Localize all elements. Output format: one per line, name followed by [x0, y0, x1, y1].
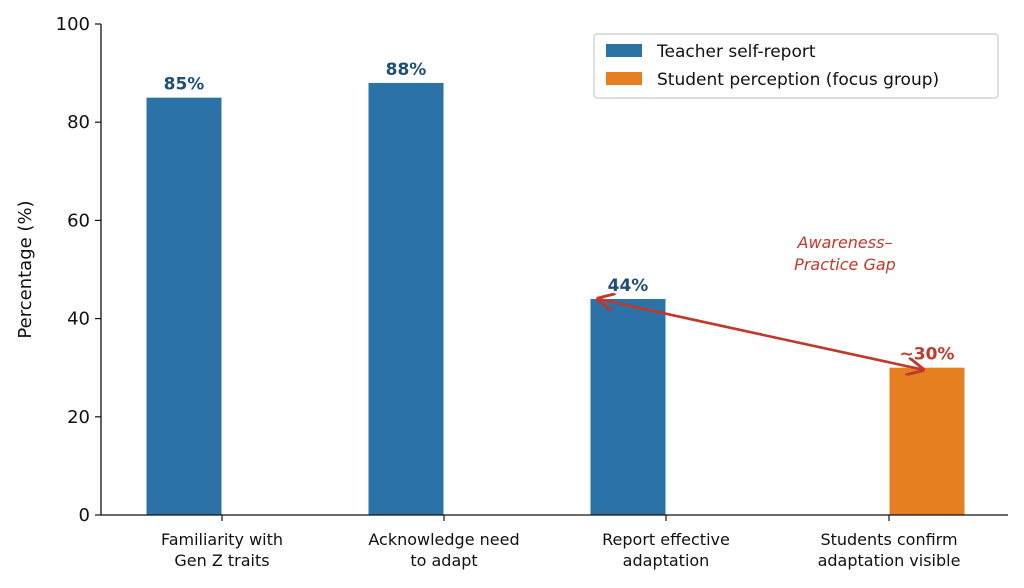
legend-box	[593, 33, 999, 99]
y-tick-label: 0	[79, 505, 90, 526]
x-tick-label: Acknowledge need to adapt	[368, 530, 519, 570]
gap-annotation-label: Awareness– Practice Gap	[794, 233, 896, 274]
bar-teacher-2	[590, 298, 666, 515]
x-tick-label: Students confirm adaptation visible	[818, 530, 961, 570]
labels-layer: 85% 88% 44% ~30%	[164, 60, 955, 365]
x-tick-label: Familiarity with Gen Z traits	[161, 530, 283, 570]
legend-swatch-student	[606, 72, 642, 85]
legend-label-teacher: Teacher self-report	[656, 42, 816, 62]
gap-arrow	[598, 299, 923, 370]
bar-teacher-0	[146, 97, 222, 516]
data-label-teacher-1: 88%	[386, 60, 427, 80]
bars-layer	[146, 82, 965, 516]
bar-teacher-1	[368, 82, 444, 516]
axes-layer: 0 20 40 60 80 100 Familiarity with Gen Z traits…	[15, 14, 1008, 570]
y-tick-label: 20	[67, 407, 90, 428]
y-tick-label: 80	[67, 112, 90, 133]
x-tick-label: Report effective adaptation	[602, 530, 730, 570]
data-label-teacher-0: 85%	[164, 75, 205, 95]
bar-student-3	[889, 367, 965, 515]
y-tick-label: 100	[56, 14, 90, 35]
y-axis-title: Percentage (%)	[15, 200, 36, 338]
y-tick-label: 40	[67, 309, 90, 330]
data-label-student-3: ~30%	[900, 345, 955, 365]
annotation-layer: Awareness– Practice Gap	[598, 233, 923, 370]
legend-swatch-teacher	[606, 44, 642, 57]
legend: Teacher self-report Student perception (f…	[593, 33, 999, 99]
data-label-teacher-2: 44%	[608, 276, 649, 296]
y-tick-label: 60	[67, 210, 90, 231]
legend-label-student: Student perception (focus group)	[657, 70, 939, 90]
